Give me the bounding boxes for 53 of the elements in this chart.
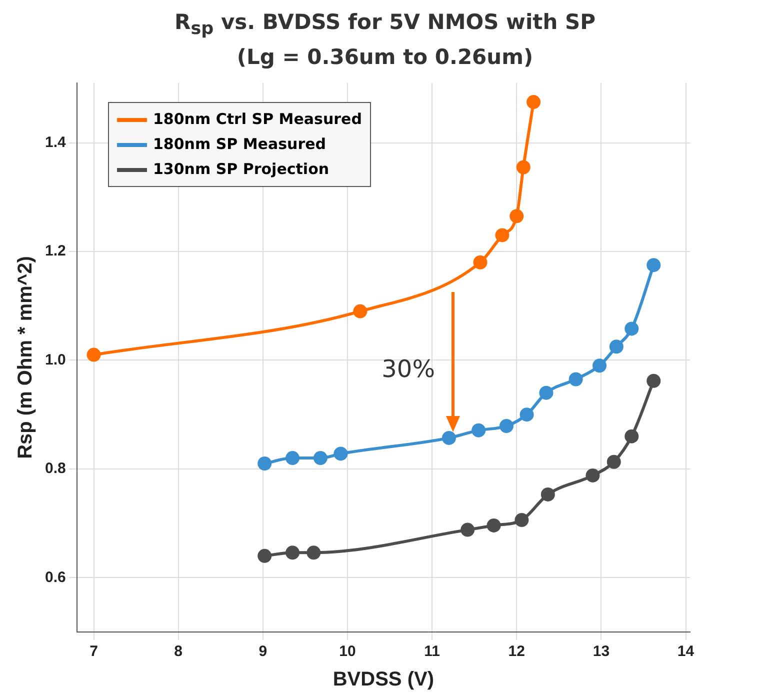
x-tick-label: 13 bbox=[592, 643, 610, 660]
x-tick-label: 10 bbox=[339, 643, 356, 660]
point bbox=[520, 408, 534, 422]
point bbox=[646, 374, 661, 388]
point bbox=[306, 546, 321, 560]
x-tick-label: 11 bbox=[424, 643, 440, 660]
point bbox=[353, 304, 368, 318]
chart-title: R$_{sp}$ vs. BVDSS for 5V NMOS with SP bbox=[174, 9, 596, 42]
point bbox=[646, 258, 661, 272]
point bbox=[486, 518, 501, 533]
point bbox=[624, 430, 639, 444]
y-tick-label: 1.4 bbox=[44, 134, 66, 152]
legend-label: 180nm SP Measured bbox=[153, 135, 326, 153]
point bbox=[609, 340, 624, 354]
y-tick-label: 0.6 bbox=[44, 568, 66, 586]
x-tick-label: 14 bbox=[677, 643, 695, 660]
legend-label: 130nm SP Projection bbox=[153, 160, 330, 178]
point bbox=[86, 348, 101, 362]
point bbox=[258, 456, 272, 471]
x-tick-label: 9 bbox=[258, 643, 268, 660]
x-tick-label: 8 bbox=[174, 643, 183, 660]
point bbox=[586, 468, 600, 483]
point bbox=[539, 386, 554, 400]
point bbox=[473, 256, 488, 270]
point bbox=[514, 513, 529, 528]
point bbox=[258, 549, 272, 564]
point bbox=[540, 488, 555, 502]
point bbox=[568, 372, 583, 386]
point bbox=[442, 431, 456, 446]
point bbox=[286, 451, 300, 466]
legend-label: 180nm Ctrl SP Measured bbox=[153, 110, 362, 128]
point bbox=[516, 160, 530, 174]
point bbox=[526, 95, 541, 110]
point bbox=[472, 424, 486, 438]
x-axis-title: BVDSS (V) bbox=[332, 668, 434, 691]
point bbox=[286, 546, 300, 560]
x-tick-label: 12 bbox=[508, 643, 525, 660]
point bbox=[460, 522, 475, 537]
point bbox=[592, 358, 607, 373]
point bbox=[334, 446, 348, 461]
point bbox=[313, 451, 328, 466]
point bbox=[495, 228, 510, 242]
point bbox=[624, 322, 639, 336]
chart-subtitle: (Lg = 0.36um to 0.26um) bbox=[236, 44, 534, 72]
x-tick-label: 7 bbox=[90, 643, 98, 660]
y-axis-title: Rsp (m Ohm * mm^2) bbox=[14, 256, 37, 460]
point bbox=[606, 455, 621, 470]
y-tick-label: 1.2 bbox=[44, 242, 66, 260]
point bbox=[510, 209, 524, 224]
y-tick-label: 0.8 bbox=[44, 460, 66, 478]
annotation: 30% bbox=[382, 355, 435, 383]
point bbox=[499, 419, 514, 434]
y-tick-label: 1.0 bbox=[44, 352, 66, 369]
